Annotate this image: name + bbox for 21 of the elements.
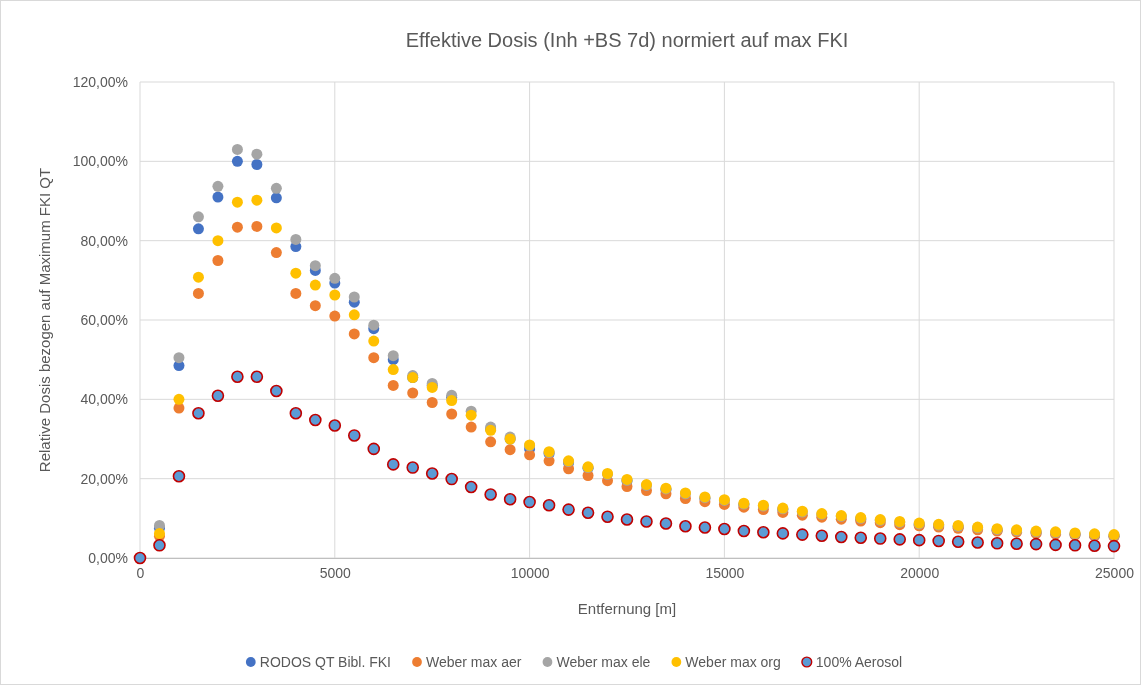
y-axis-title: Relative Dosis bezogen auf Maximum FKI QT bbox=[36, 167, 53, 473]
chart-title: Effektive Dosis (Inh +BS 7d) normiert auf max FKI bbox=[405, 29, 849, 51]
x-tick-label: 0 bbox=[136, 564, 145, 581]
y-tick-label: 100,00% bbox=[72, 153, 128, 170]
y-tick-label: 20,00% bbox=[80, 470, 128, 487]
legend-label: RODOS QT Bibl. FKI bbox=[259, 654, 391, 670]
y-tick-label: 60,00% bbox=[80, 311, 128, 328]
legend-label: Weber max aer bbox=[426, 654, 522, 670]
y-tick-label: 0,00% bbox=[88, 549, 128, 566]
x-tick-label: 20000 bbox=[900, 564, 940, 581]
legend-label: 100% Aerosol bbox=[815, 654, 903, 670]
y-tick-label: 40,00% bbox=[80, 391, 128, 408]
y-tick-label: 120,00% bbox=[72, 73, 128, 90]
x-tick-label: 5000 bbox=[319, 564, 352, 581]
y-tick-label: 80,00% bbox=[80, 232, 128, 249]
x-tick-label: 15000 bbox=[705, 564, 745, 581]
legend-label: Weber max org bbox=[685, 654, 781, 670]
x-tick-label: 25000 bbox=[1095, 564, 1135, 581]
legend-label: Weber max ele bbox=[556, 654, 651, 670]
x-axis-title: Entfernung [m] bbox=[577, 600, 677, 617]
x-tick-label: 10000 bbox=[510, 564, 550, 581]
